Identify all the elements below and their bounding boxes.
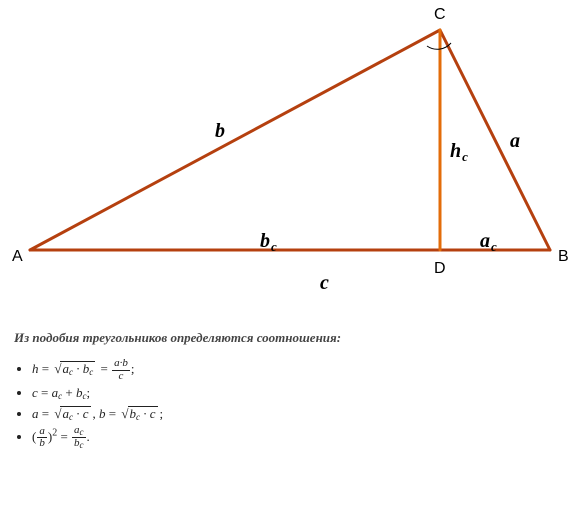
edge-label-b: b [215,120,225,143]
intro-text: Из подобия треугольников определяются со… [14,330,562,346]
vertex-label-C: C [434,6,446,24]
edge-label-hc: hc [450,140,468,165]
vertex-label-B: B [558,248,569,266]
diagram-svg [0,0,576,320]
relation-3: a = ac · c, b = bc · c; [32,405,562,423]
text-block: Из подобия треугольников определяются со… [0,320,576,451]
triangle-diagram: ABCDbachcbcac [0,0,576,320]
relation-4: (ab)2 = acbc. [32,425,562,451]
edge-label-c: c [320,272,329,295]
edge-label-ac: ac [480,230,497,255]
vertex-label-D: D [434,260,446,278]
edge-label-bc: bc [260,230,277,255]
edge-label-a: a [510,130,520,153]
vertex-label-A: A [12,248,23,266]
relations-list: h = ac · bc = a·bc; c = ac + bc; a = ac … [32,358,562,451]
relation-2: c = ac + bc; [32,384,562,403]
relation-1: h = ac · bc = a·bc; [32,358,562,382]
